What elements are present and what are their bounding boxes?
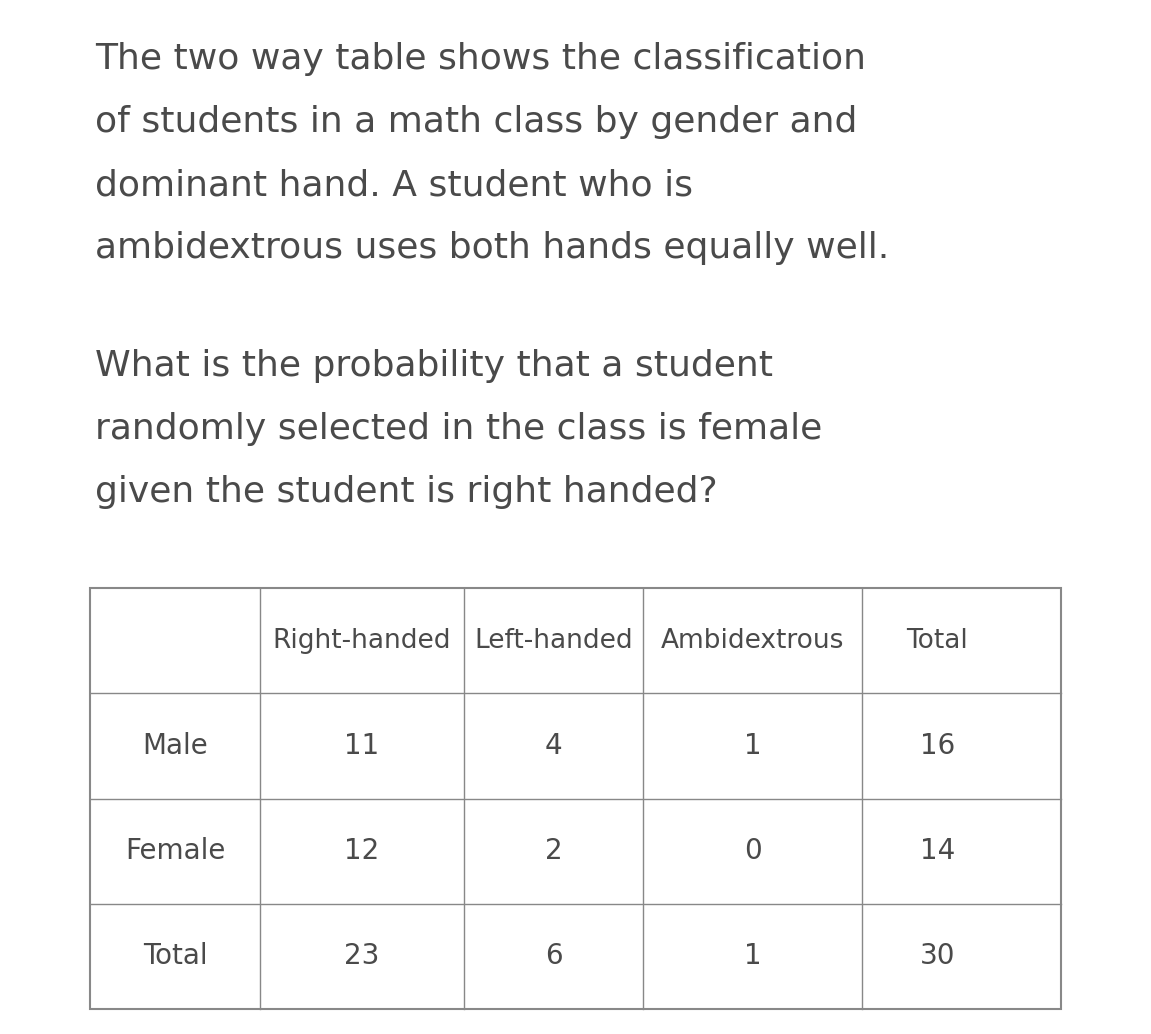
Text: Total: Total — [906, 628, 968, 653]
Text: 30: 30 — [920, 942, 955, 970]
Text: Left-handed: Left-handed — [474, 628, 633, 653]
Text: given the student is right handed?: given the student is right handed? — [96, 475, 717, 509]
Text: Male: Male — [142, 732, 208, 760]
Text: Total: Total — [143, 942, 207, 970]
Text: 12: 12 — [344, 838, 380, 865]
Text: 14: 14 — [920, 838, 955, 865]
Text: 16: 16 — [920, 732, 955, 760]
Text: What is the probability that a student: What is the probability that a student — [96, 349, 773, 383]
Text: Right-handed: Right-handed — [273, 628, 451, 653]
Text: 6: 6 — [544, 942, 563, 970]
Text: 23: 23 — [344, 942, 380, 970]
Text: 1: 1 — [744, 732, 762, 760]
Text: Female: Female — [124, 838, 226, 865]
Text: dominant hand. A student who is: dominant hand. A student who is — [96, 168, 693, 202]
Text: The two way table shows the classification: The two way table shows the classificati… — [96, 42, 866, 77]
Text: Ambidextrous: Ambidextrous — [661, 628, 845, 653]
Text: ambidextrous uses both hands equally well.: ambidextrous uses both hands equally wel… — [96, 231, 890, 265]
Text: 11: 11 — [344, 732, 380, 760]
Text: 2: 2 — [544, 838, 563, 865]
Text: 0: 0 — [744, 838, 762, 865]
Text: 4: 4 — [544, 732, 563, 760]
Bar — [90, 588, 1061, 1009]
Text: randomly selected in the class is female: randomly selected in the class is female — [96, 412, 822, 446]
Text: of students in a math class by gender and: of students in a math class by gender an… — [96, 105, 857, 139]
Text: 1: 1 — [744, 942, 762, 970]
